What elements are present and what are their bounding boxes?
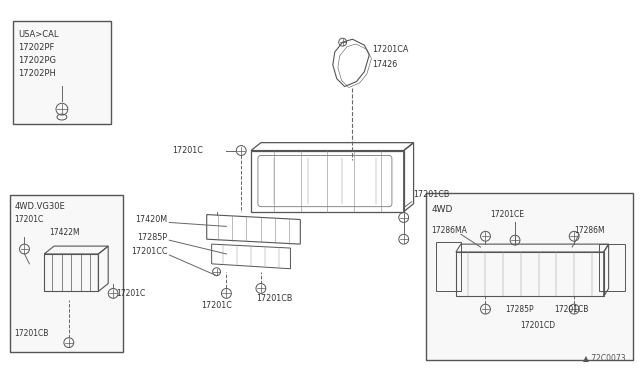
Text: 17201CB: 17201CB [554, 305, 589, 314]
Text: 17285P: 17285P [505, 305, 534, 314]
Bar [426, 193, 633, 360]
Bar [44, 254, 99, 291]
Text: 17202PF: 17202PF [19, 43, 55, 52]
Text: 17202PH: 17202PH [19, 69, 56, 78]
Text: 17201CE: 17201CE [490, 210, 524, 219]
Text: 17201C: 17201C [15, 215, 44, 224]
Text: 17201CA: 17201CA [372, 45, 408, 54]
Text: 17286M: 17286M [574, 226, 605, 235]
Text: 17202PG: 17202PG [19, 56, 56, 65]
Text: 17286MA: 17286MA [431, 226, 467, 235]
Text: 17426: 17426 [372, 60, 397, 69]
Text: 17420M: 17420M [135, 215, 167, 224]
Bar [13, 20, 111, 124]
Text: 4WD.VG30E: 4WD.VG30E [15, 202, 65, 211]
Text: 17285P: 17285P [137, 233, 167, 242]
Text: 17422M: 17422M [49, 228, 80, 237]
Text: 4WD: 4WD [431, 205, 452, 214]
Text: 17201C: 17201C [201, 301, 232, 310]
Text: 17201CC: 17201CC [131, 247, 167, 257]
Text: 17201C: 17201C [116, 289, 145, 298]
Text: 17201CB: 17201CB [15, 329, 49, 338]
Bar [10, 195, 123, 353]
Text: USA>CAL: USA>CAL [19, 31, 59, 39]
Text: 17201CD: 17201CD [520, 321, 555, 330]
Text: 17201C: 17201C [172, 146, 203, 155]
Text: ▲ 72C0073: ▲ 72C0073 [583, 353, 625, 362]
Text: 17201CB: 17201CB [413, 190, 450, 199]
Text: 17201CB: 17201CB [256, 294, 292, 303]
